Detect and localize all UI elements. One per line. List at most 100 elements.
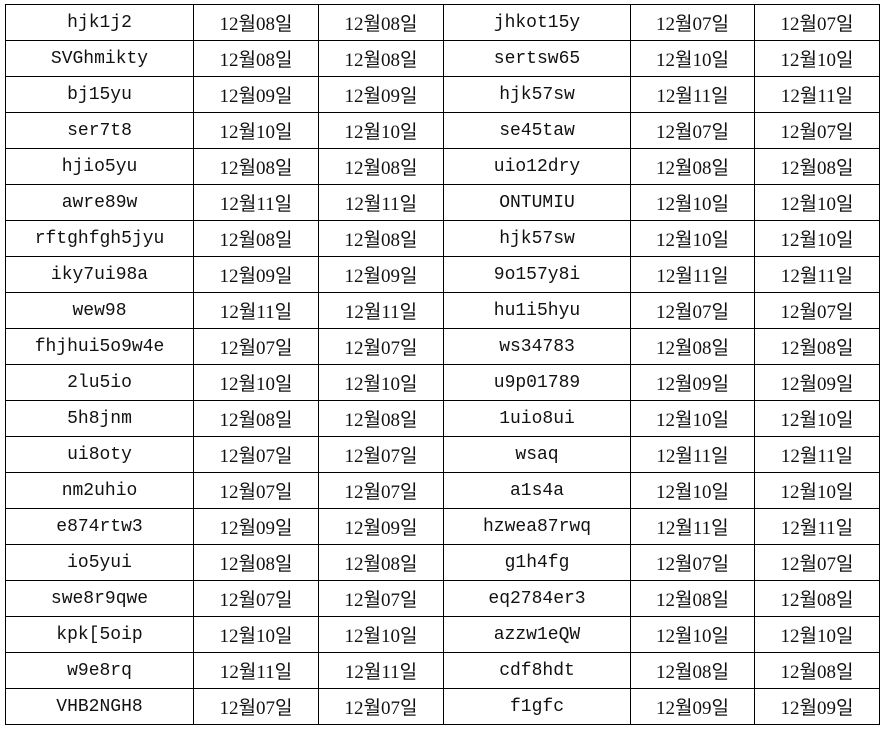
date-cell[interactable]: 12월08일: [318, 220, 444, 257]
date-cell[interactable]: 12월07일: [754, 544, 880, 581]
date-cell[interactable]: 12월11일: [318, 184, 444, 221]
id-cell[interactable]: 9o157y8i: [443, 256, 631, 293]
date-cell[interactable]: 12월07일: [318, 472, 444, 509]
date-cell[interactable]: 12월10일: [754, 40, 880, 77]
date-cell[interactable]: 12월11일: [630, 256, 755, 293]
id-cell[interactable]: hjio5yu: [5, 148, 194, 185]
date-cell[interactable]: 12월11일: [318, 652, 444, 689]
id-cell[interactable]: bj15yu: [5, 76, 194, 113]
id-cell[interactable]: SVGhmikty: [5, 40, 194, 77]
date-cell[interactable]: 12월07일: [318, 688, 444, 725]
id-cell[interactable]: ser7t8: [5, 112, 194, 149]
date-cell[interactable]: 12월10일: [754, 472, 880, 509]
id-cell[interactable]: eq2784er3: [443, 580, 631, 617]
id-cell[interactable]: e874rtw3: [5, 508, 194, 545]
date-cell[interactable]: 12월09일: [754, 364, 880, 401]
date-cell[interactable]: 12월08일: [754, 652, 880, 689]
date-cell[interactable]: 12월09일: [754, 688, 880, 725]
date-cell[interactable]: 12월09일: [193, 508, 319, 545]
date-cell[interactable]: 12월10일: [630, 40, 755, 77]
date-cell[interactable]: 12월08일: [630, 328, 755, 365]
date-cell[interactable]: 12월10일: [630, 220, 755, 257]
id-cell[interactable]: ui8oty: [5, 436, 194, 473]
date-cell[interactable]: 12월07일: [630, 292, 755, 329]
date-cell[interactable]: 12월09일: [193, 256, 319, 293]
date-cell[interactable]: 12월07일: [630, 544, 755, 581]
id-cell[interactable]: f1gfc: [443, 688, 631, 725]
id-cell[interactable]: iky7ui98a: [5, 256, 194, 293]
date-cell[interactable]: 12월11일: [754, 76, 880, 113]
date-cell[interactable]: 12월10일: [630, 184, 755, 221]
date-cell[interactable]: 12월09일: [193, 76, 319, 113]
date-cell[interactable]: 12월08일: [193, 220, 319, 257]
date-cell[interactable]: 12월09일: [318, 508, 444, 545]
date-cell[interactable]: 12월10일: [318, 364, 444, 401]
date-cell[interactable]: 12월11일: [193, 184, 319, 221]
date-cell[interactable]: 12월07일: [193, 580, 319, 617]
date-cell[interactable]: 12월11일: [193, 292, 319, 329]
id-cell[interactable]: azzw1eQW: [443, 616, 631, 653]
date-cell[interactable]: 12월10일: [193, 364, 319, 401]
id-cell[interactable]: hu1i5hyu: [443, 292, 631, 329]
date-cell[interactable]: 12월10일: [318, 112, 444, 149]
id-cell[interactable]: uio12dry: [443, 148, 631, 185]
date-cell[interactable]: 12월08일: [630, 580, 755, 617]
id-cell[interactable]: w9e8rq: [5, 652, 194, 689]
date-cell[interactable]: 12월10일: [754, 220, 880, 257]
id-cell[interactable]: g1h4fg: [443, 544, 631, 581]
date-cell[interactable]: 12월10일: [630, 616, 755, 653]
date-cell[interactable]: 12월07일: [193, 436, 319, 473]
date-cell[interactable]: 12월11일: [754, 508, 880, 545]
date-cell[interactable]: 12월08일: [318, 4, 444, 41]
date-cell[interactable]: 12월07일: [754, 112, 880, 149]
id-cell[interactable]: jhkot15y: [443, 4, 631, 41]
date-cell[interactable]: 12월07일: [318, 436, 444, 473]
date-cell[interactable]: 12월07일: [754, 292, 880, 329]
date-cell[interactable]: 12월08일: [754, 148, 880, 185]
date-cell[interactable]: 12월10일: [318, 616, 444, 653]
id-cell[interactable]: hjk1j2: [5, 4, 194, 41]
date-cell[interactable]: 12월08일: [318, 400, 444, 437]
id-cell[interactable]: cdf8hdt: [443, 652, 631, 689]
id-cell[interactable]: u9p01789: [443, 364, 631, 401]
date-cell[interactable]: 12월10일: [754, 616, 880, 653]
date-cell[interactable]: 12월07일: [630, 4, 755, 41]
date-cell[interactable]: 12월07일: [630, 112, 755, 149]
id-cell[interactable]: a1s4a: [443, 472, 631, 509]
id-cell[interactable]: kpk[5oip: [5, 616, 194, 653]
date-cell[interactable]: 12월09일: [318, 256, 444, 293]
id-cell[interactable]: 2lu5io: [5, 364, 194, 401]
id-cell[interactable]: wew98: [5, 292, 194, 329]
date-cell[interactable]: 12월08일: [193, 4, 319, 41]
date-cell[interactable]: 12월11일: [754, 256, 880, 293]
date-cell[interactable]: 12월11일: [318, 292, 444, 329]
date-cell[interactable]: 12월11일: [630, 508, 755, 545]
date-cell[interactable]: 12월08일: [193, 544, 319, 581]
date-cell[interactable]: 12월10일: [630, 400, 755, 437]
date-cell[interactable]: 12월08일: [193, 400, 319, 437]
date-cell[interactable]: 12월11일: [630, 76, 755, 113]
id-cell[interactable]: awre89w: [5, 184, 194, 221]
date-cell[interactable]: 12월09일: [630, 688, 755, 725]
date-cell[interactable]: 12월10일: [630, 472, 755, 509]
id-cell[interactable]: ONTUMIU: [443, 184, 631, 221]
id-cell[interactable]: swe8r9qwe: [5, 580, 194, 617]
date-cell[interactable]: 12월11일: [630, 436, 755, 473]
date-cell[interactable]: 12월11일: [754, 436, 880, 473]
date-cell[interactable]: 12월11일: [193, 652, 319, 689]
id-cell[interactable]: 1uio8ui: [443, 400, 631, 437]
date-cell[interactable]: 12월09일: [630, 364, 755, 401]
id-cell[interactable]: hjk57sw: [443, 220, 631, 257]
id-cell[interactable]: fhjhui5o9w4e: [5, 328, 194, 365]
id-cell[interactable]: rftghfgh5jyu: [5, 220, 194, 257]
date-cell[interactable]: 12월08일: [754, 580, 880, 617]
date-cell[interactable]: 12월10일: [754, 400, 880, 437]
date-cell[interactable]: 12월09일: [318, 76, 444, 113]
id-cell[interactable]: 5h8jnm: [5, 400, 194, 437]
id-cell[interactable]: nm2uhio: [5, 472, 194, 509]
id-cell[interactable]: sertsw65: [443, 40, 631, 77]
date-cell[interactable]: 12월07일: [193, 472, 319, 509]
date-cell[interactable]: 12월10일: [754, 184, 880, 221]
date-cell[interactable]: 12월08일: [318, 40, 444, 77]
date-cell[interactable]: 12월08일: [318, 544, 444, 581]
